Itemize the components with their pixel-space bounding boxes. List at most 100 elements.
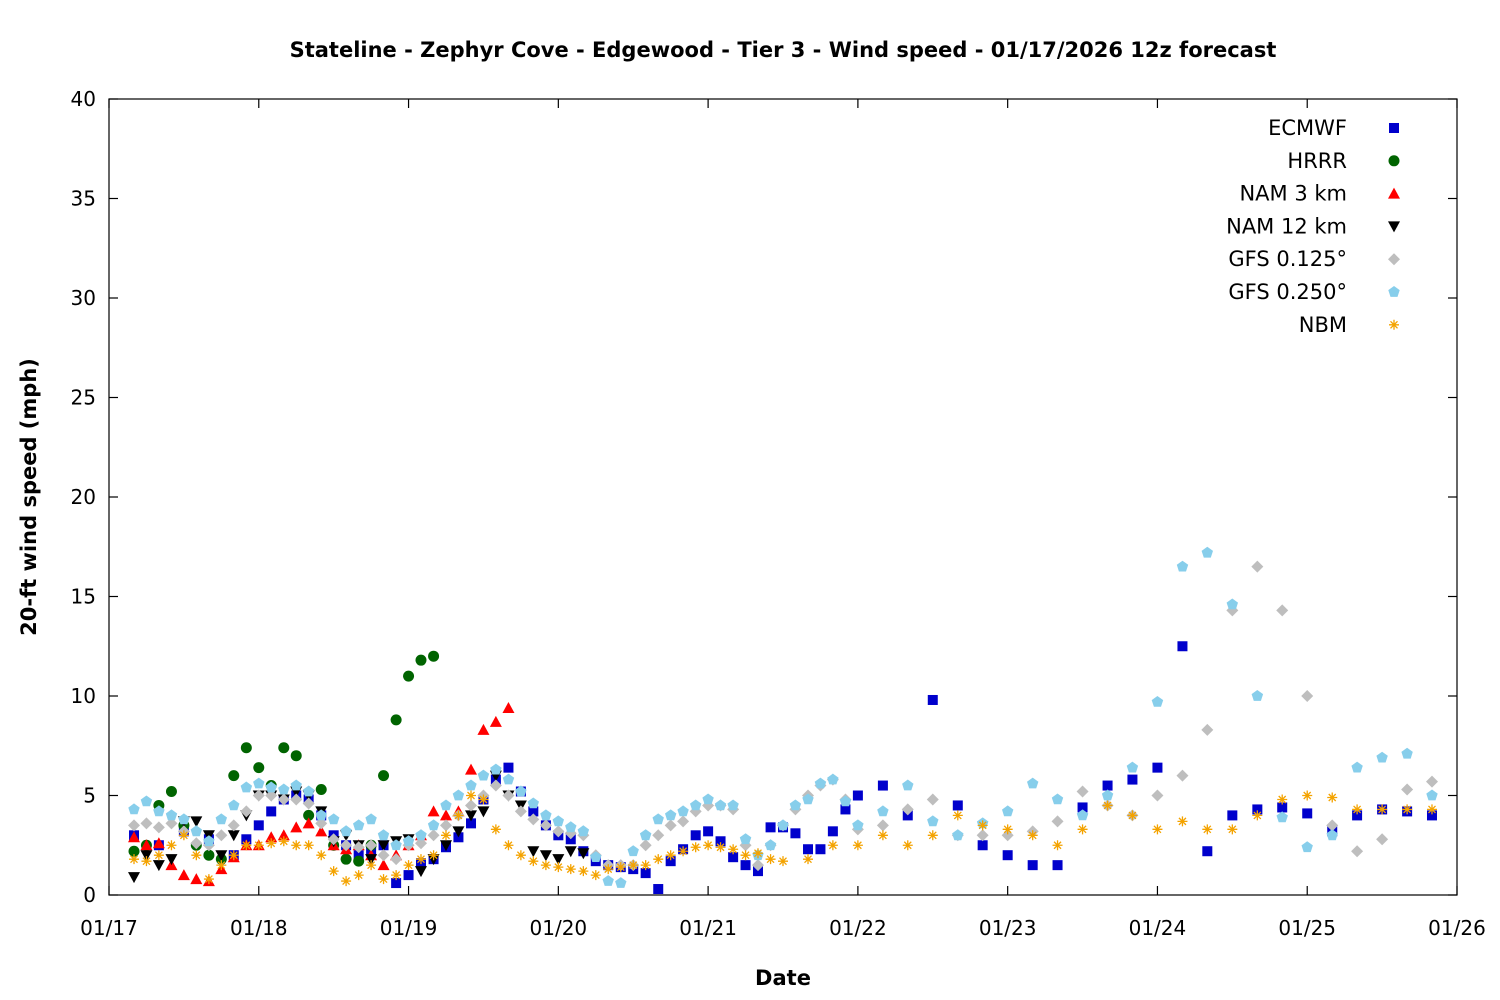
data-point bbox=[340, 853, 352, 865]
data-point bbox=[391, 870, 402, 881]
data-point bbox=[952, 800, 963, 811]
data-point bbox=[165, 786, 177, 798]
data-point bbox=[1051, 793, 1064, 805]
data-points bbox=[128, 546, 1438, 895]
data-point bbox=[1227, 824, 1238, 835]
data-point bbox=[952, 810, 963, 821]
data-point bbox=[415, 829, 427, 841]
legend: ECMWF HRRR NAM 3 km NAM 12 km GFS 0.125° GFS … bbox=[1226, 116, 1400, 337]
data-point bbox=[877, 780, 888, 791]
data-point bbox=[552, 815, 564, 827]
x-axis-label: Date bbox=[755, 966, 811, 990]
data-point bbox=[1076, 809, 1089, 821]
data-point bbox=[652, 829, 665, 842]
data-point bbox=[926, 793, 939, 806]
data-point bbox=[191, 850, 202, 861]
x-axis-ticks: 01/17 01/18 01/19 01/20 01/21 01/22 01/23 01/24… bbox=[80, 99, 1486, 940]
data-point bbox=[152, 860, 165, 872]
data-point bbox=[465, 779, 477, 791]
legend-marker bbox=[1388, 187, 1400, 199]
data-point bbox=[502, 789, 515, 802]
data-point bbox=[752, 848, 763, 859]
data-point bbox=[203, 874, 214, 885]
data-point bbox=[1302, 790, 1313, 801]
data-point bbox=[341, 876, 352, 887]
legend-label: NAM 12 km bbox=[1226, 214, 1347, 238]
data-point bbox=[1277, 802, 1288, 813]
data-point bbox=[477, 769, 490, 781]
data-point bbox=[415, 854, 426, 865]
data-point bbox=[253, 820, 264, 831]
data-point bbox=[527, 846, 540, 858]
data-point bbox=[1376, 833, 1389, 846]
data-point bbox=[1376, 751, 1388, 763]
data-point bbox=[489, 715, 502, 727]
data-point bbox=[901, 803, 914, 816]
data-point bbox=[453, 810, 464, 821]
data-point bbox=[777, 819, 789, 831]
data-point bbox=[690, 830, 701, 841]
data-point bbox=[1276, 811, 1288, 823]
data-point bbox=[140, 839, 153, 851]
data-point bbox=[740, 850, 751, 861]
data-point bbox=[465, 763, 478, 775]
data-point bbox=[590, 851, 602, 862]
data-point bbox=[152, 837, 165, 849]
data-point bbox=[290, 793, 303, 806]
data-point bbox=[602, 875, 614, 886]
data-point bbox=[514, 805, 527, 818]
data-point bbox=[128, 819, 141, 832]
data-point bbox=[527, 797, 539, 809]
data-point bbox=[291, 840, 302, 851]
data-point bbox=[1277, 794, 1288, 805]
data-point bbox=[1127, 810, 1138, 821]
data-point bbox=[1076, 785, 1089, 798]
data-point bbox=[466, 790, 477, 801]
legend-marker bbox=[1388, 286, 1400, 297]
data-point bbox=[266, 838, 277, 849]
data-point bbox=[852, 819, 864, 831]
data-point bbox=[703, 826, 714, 837]
y-tick-label: 0 bbox=[83, 883, 96, 907]
data-point bbox=[1251, 560, 1264, 573]
x-tick-label: 01/25 bbox=[1278, 916, 1336, 940]
data-point bbox=[527, 813, 540, 826]
data-point bbox=[1151, 789, 1164, 802]
data-point bbox=[1227, 810, 1238, 821]
x-tick-label: 01/19 bbox=[380, 916, 438, 940]
data-point bbox=[365, 813, 377, 825]
legend-marker bbox=[1388, 155, 1400, 167]
data-point bbox=[927, 815, 939, 827]
data-point bbox=[627, 845, 639, 857]
data-point bbox=[278, 836, 289, 847]
data-point bbox=[789, 799, 802, 811]
data-point bbox=[839, 795, 852, 807]
data-point bbox=[952, 829, 964, 841]
data-point bbox=[1276, 604, 1289, 617]
data-point bbox=[340, 839, 353, 852]
data-point bbox=[403, 860, 414, 871]
data-point bbox=[489, 779, 502, 792]
data-point bbox=[166, 840, 177, 851]
data-point bbox=[490, 763, 502, 775]
data-point bbox=[391, 878, 402, 889]
data-point bbox=[203, 849, 215, 861]
data-point bbox=[378, 770, 390, 782]
data-point bbox=[976, 829, 989, 842]
data-point bbox=[140, 817, 153, 830]
data-point bbox=[502, 701, 515, 713]
data-point bbox=[628, 860, 639, 871]
data-point bbox=[1351, 845, 1364, 858]
x-tick-label: 01/23 bbox=[979, 916, 1037, 940]
y-tick-label: 5 bbox=[83, 784, 96, 808]
data-point bbox=[427, 819, 440, 831]
data-point bbox=[353, 855, 365, 867]
data-point bbox=[1352, 804, 1363, 815]
data-point bbox=[803, 844, 814, 855]
data-point bbox=[1402, 804, 1413, 815]
data-point bbox=[315, 809, 327, 821]
data-point bbox=[1426, 804, 1437, 815]
data-point bbox=[277, 793, 290, 806]
data-point bbox=[390, 853, 403, 866]
data-point bbox=[1126, 761, 1139, 773]
